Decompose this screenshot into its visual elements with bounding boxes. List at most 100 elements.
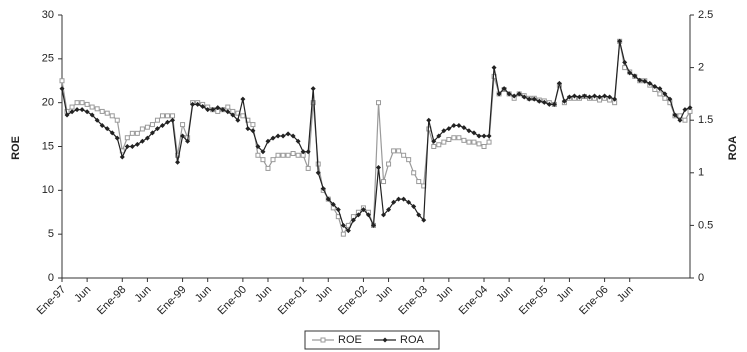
marker (120, 155, 125, 160)
x-tick-label: Ene-00 (215, 284, 249, 318)
marker (457, 136, 461, 140)
marker (291, 152, 295, 156)
marker (432, 145, 436, 149)
marker (276, 153, 280, 157)
marker (251, 123, 255, 127)
marker (80, 107, 85, 112)
y2-tick-label: 1.5 (698, 114, 713, 126)
marker (181, 123, 185, 127)
marker (683, 118, 687, 122)
x-tick-label: Ene-97 (35, 284, 69, 318)
marker (487, 140, 491, 144)
marker (426, 118, 431, 123)
marker (281, 153, 285, 157)
y-axis-label: ROE (10, 136, 22, 160)
marker (150, 123, 154, 127)
marker (437, 143, 441, 147)
marker (75, 107, 80, 112)
marker (377, 101, 381, 105)
marker (462, 138, 466, 142)
marker (311, 86, 316, 91)
marker (477, 142, 481, 146)
marker (276, 133, 281, 138)
x-tick-label: Jun (72, 284, 93, 305)
marker (467, 140, 471, 144)
x-tick-label: Ene-05 (517, 284, 551, 318)
marker (382, 180, 386, 184)
marker (487, 133, 492, 138)
marker (256, 153, 260, 157)
y-tick-label: 20 (42, 97, 54, 109)
marker (171, 114, 175, 118)
x-tick-label: Jun (253, 284, 274, 305)
marker (412, 171, 416, 175)
y2-tick-label: 1 (698, 167, 704, 179)
x-tick-label: Ene-03 (396, 284, 430, 318)
legend-marker (321, 338, 325, 342)
marker (407, 158, 411, 162)
marker (376, 165, 381, 170)
x-tick-label: Jun (494, 284, 515, 305)
marker (245, 126, 250, 131)
x-tick-label: Jun (374, 284, 395, 305)
marker (170, 118, 175, 123)
y2-tick-label: 2.5 (698, 9, 713, 21)
marker (70, 105, 74, 109)
marker (456, 123, 461, 128)
series-line (62, 41, 690, 230)
series-line (62, 41, 690, 234)
marker (125, 144, 130, 149)
x-tick-label: Ene-98 (95, 284, 129, 318)
marker (110, 114, 114, 118)
y-tick-label: 10 (42, 184, 54, 196)
marker (306, 166, 310, 170)
y2-tick-label: 0.5 (698, 219, 713, 231)
x-tick-label: Jun (555, 284, 576, 305)
marker (115, 118, 119, 122)
y-tick-label: 15 (42, 140, 54, 152)
marker (240, 97, 245, 102)
marker (85, 102, 89, 106)
y2-tick-label: 2 (698, 62, 704, 74)
x-tick-label: Jun (193, 284, 214, 305)
marker (417, 180, 421, 184)
chart: ROE ROA 05101520253000.511.522.5Ene-97Ju… (0, 0, 747, 352)
y2-axis-label: ROA (727, 136, 739, 161)
marker (286, 131, 291, 136)
y-tick-label: 30 (42, 9, 54, 21)
marker (175, 160, 180, 165)
y-tick-label: 5 (48, 228, 54, 240)
marker (130, 144, 135, 149)
marker (105, 111, 109, 115)
marker (492, 65, 497, 70)
marker (80, 101, 84, 105)
marker (90, 105, 94, 109)
marker (482, 145, 486, 149)
marker (135, 131, 139, 135)
marker (286, 153, 290, 157)
legend-label: ROE (338, 334, 362, 346)
marker (226, 105, 230, 109)
x-tick-label: Jun (133, 284, 154, 305)
marker (266, 166, 270, 170)
x-tick-label: Ene-02 (336, 284, 370, 318)
marker (341, 232, 345, 236)
marker (100, 109, 104, 113)
marker (392, 149, 396, 153)
x-tick-label: Ene-04 (457, 284, 491, 318)
marker (75, 101, 79, 105)
marker (155, 118, 159, 122)
marker (145, 125, 149, 129)
marker (658, 92, 662, 96)
marker (271, 158, 275, 162)
marker (472, 140, 476, 144)
y2-tick-label: 0 (698, 272, 704, 284)
marker (447, 137, 451, 141)
marker (442, 140, 446, 144)
marker (60, 79, 64, 83)
marker (387, 162, 391, 166)
y-tick-label: 25 (42, 53, 54, 65)
marker (160, 114, 164, 118)
legend-label: ROA (400, 334, 425, 346)
marker (296, 153, 300, 157)
